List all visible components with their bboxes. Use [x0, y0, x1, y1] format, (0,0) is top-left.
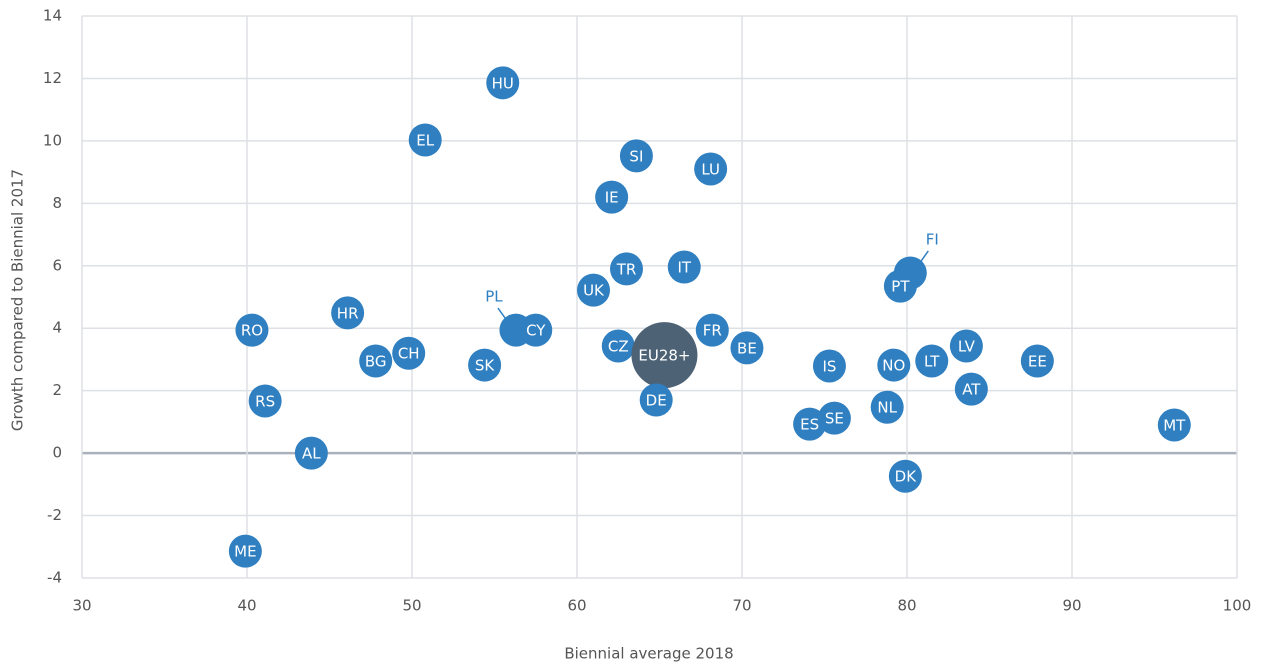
point-label: ES [800, 416, 819, 434]
point [331, 296, 365, 330]
callout-line [497, 307, 509, 323]
point-label: LT [924, 353, 940, 371]
point [730, 331, 764, 365]
point-label: AL [302, 445, 321, 463]
point [639, 383, 673, 417]
point-label: PL [485, 288, 503, 306]
x-tick-label: 70 [732, 597, 751, 615]
point-label: LU [701, 160, 720, 178]
point-label: RO [241, 322, 263, 340]
point-label: NO [882, 357, 905, 375]
point-label: CH [398, 345, 420, 363]
point [601, 329, 635, 363]
y-tick-label: 6 [52, 256, 62, 274]
point [883, 269, 917, 303]
point-label: PT [891, 278, 910, 296]
point [577, 273, 610, 307]
point [667, 250, 701, 284]
point-label: TR [616, 260, 637, 278]
point-label: DK [895, 468, 918, 486]
point-label: EL [416, 131, 434, 149]
callout-line [917, 250, 929, 266]
point-label: EU28+ [638, 347, 690, 365]
point-label: BE [737, 339, 757, 357]
point-label: BG [365, 353, 387, 371]
point [359, 344, 393, 378]
point [631, 322, 698, 389]
point [392, 336, 426, 370]
point [248, 384, 282, 418]
point-label: HU [492, 74, 514, 92]
point [812, 349, 846, 383]
point-label: SE [825, 410, 844, 428]
point [610, 252, 643, 286]
point [954, 372, 988, 406]
y-tick-label: 12 [43, 69, 62, 87]
x-axis-label: Biennial average 2018 [564, 645, 733, 663]
point [228, 534, 262, 568]
point [408, 123, 442, 157]
y-tick-label: 4 [52, 319, 62, 337]
point-label: FR [703, 322, 722, 340]
point-label: UK [583, 282, 605, 300]
point-label: CY [526, 322, 546, 340]
point [793, 407, 827, 441]
point-label: IS [822, 358, 836, 376]
point [294, 436, 328, 470]
x-tick-label: 60 [567, 597, 586, 615]
point [877, 348, 911, 382]
x-tick-label: 100 [1223, 597, 1252, 615]
y-tick-label: 2 [52, 381, 62, 399]
y-axis-label: Growth compared to Biennial 2017 [9, 169, 27, 431]
point-label: ME [234, 543, 256, 561]
point [695, 313, 729, 347]
point [888, 459, 922, 493]
point-label: IT [677, 259, 691, 277]
x-tick-label: 30 [72, 597, 91, 615]
x-tick-label: 40 [237, 597, 256, 615]
point-label: HR [337, 304, 359, 322]
point-label: IE [605, 189, 619, 207]
point [235, 313, 269, 347]
y-tick-label: -4 [47, 569, 62, 587]
point-label: SI [629, 147, 643, 165]
point-label: MT [1163, 417, 1186, 435]
point [468, 348, 502, 382]
point [949, 329, 983, 363]
y-tick-label: -2 [47, 506, 62, 524]
point-label: RS [255, 392, 275, 410]
point [619, 139, 653, 173]
y-tick-label: 8 [52, 194, 62, 212]
point [915, 344, 949, 378]
y-tick-label: 10 [43, 131, 62, 149]
y-tick-label: 0 [52, 444, 62, 462]
point-label: DE [646, 392, 667, 410]
x-tick-label: 50 [402, 597, 421, 615]
point-label: FI [926, 230, 939, 248]
y-tick-label: 14 [43, 7, 62, 25]
point [595, 180, 629, 214]
x-tick-label: 80 [897, 597, 916, 615]
point [1157, 408, 1191, 442]
point [486, 66, 520, 100]
point-label: LV [958, 338, 976, 356]
point-label: CZ [608, 338, 629, 356]
point-label: SK [475, 357, 496, 375]
point-label: AT [962, 381, 981, 399]
point [1020, 344, 1054, 378]
point [519, 313, 553, 347]
point [817, 401, 851, 435]
point [694, 152, 728, 186]
x-tick-label: 90 [1062, 597, 1081, 615]
point-label: NL [877, 399, 897, 417]
point [870, 390, 904, 424]
point-label: EE [1028, 353, 1047, 371]
